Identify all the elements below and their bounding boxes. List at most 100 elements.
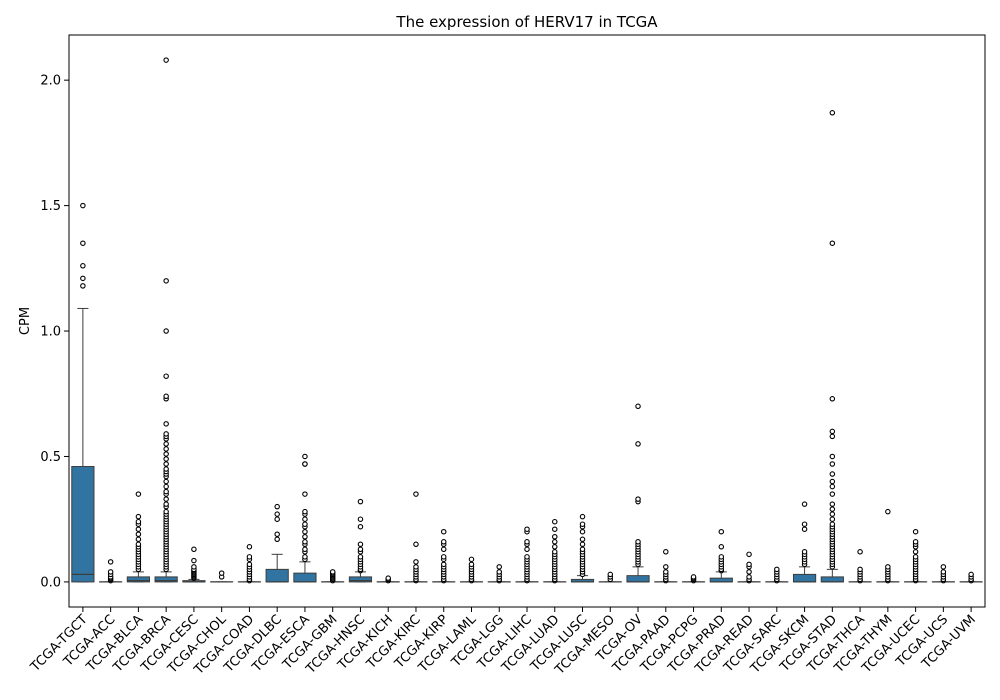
outlier-point	[524, 526, 530, 532]
outlier-point	[552, 549, 558, 555]
outlier-point	[357, 498, 364, 505]
outlier-point	[857, 549, 863, 555]
outlier-point	[191, 564, 197, 570]
outlier-point	[163, 508, 169, 515]
box-body	[154, 576, 178, 583]
outlier-point	[829, 491, 836, 497]
outlier-point	[552, 518, 558, 525]
box-tcga-ucec	[904, 528, 928, 584]
box-tcga-luad	[543, 518, 567, 584]
outlier-point	[413, 541, 419, 548]
outlier-point	[440, 539, 447, 545]
outlier-point	[774, 566, 780, 573]
outlier-point	[302, 528, 308, 535]
outlier-point	[468, 561, 475, 568]
outlier-point	[829, 453, 836, 460]
outlier-point	[274, 536, 280, 543]
outlier-point	[135, 513, 142, 520]
outlier-point	[940, 564, 947, 570]
outlier-point	[302, 521, 308, 527]
box-tcga-thym	[876, 508, 900, 584]
chart-title: The expression of HERV17 in TCGA	[395, 13, 658, 31]
outlier-point	[80, 283, 86, 289]
outlier-point	[385, 575, 391, 581]
outlier-point	[413, 491, 419, 497]
outlier-point	[690, 574, 697, 580]
outlier-point	[163, 483, 169, 490]
outlier-point	[246, 554, 253, 560]
outlier-point	[635, 441, 641, 447]
outlier-point	[746, 551, 752, 558]
outlier-point	[163, 328, 169, 334]
outlier-point	[829, 483, 836, 490]
outlier-point	[912, 554, 919, 560]
outlier-point	[829, 110, 836, 116]
outlier-point	[274, 511, 280, 517]
box-tcga-hnsc	[348, 498, 373, 583]
box-tcga-gbm	[321, 569, 345, 584]
outlier-point	[191, 557, 197, 564]
box-tcga-kich	[376, 575, 400, 584]
outlier-point	[440, 554, 447, 560]
outlier-point	[552, 526, 558, 532]
outlier-point	[413, 564, 419, 570]
y-tick-label: 0.0	[40, 575, 61, 590]
box-tcga-ucs	[931, 564, 955, 584]
outlier-point	[357, 523, 364, 530]
outlier-point	[163, 446, 169, 452]
outlier-point	[718, 544, 725, 550]
outlier-point	[801, 501, 808, 507]
outlier-point	[635, 496, 641, 502]
box-body	[293, 572, 317, 583]
outlier-point	[746, 574, 752, 580]
box-tcga-read	[737, 551, 761, 584]
outlier-point	[302, 508, 308, 515]
box-tcga-stad	[820, 110, 844, 583]
box-tcga-esca	[293, 453, 317, 583]
outlier-point	[163, 278, 169, 284]
outlier-point	[829, 478, 836, 485]
outlier-point	[912, 549, 919, 555]
box-body	[348, 576, 373, 583]
outlier-point	[524, 546, 530, 553]
outlier-point	[163, 466, 169, 472]
box-body	[265, 568, 289, 583]
outlier-point	[440, 561, 447, 568]
outlier-point	[163, 431, 169, 437]
outlier-point	[829, 471, 836, 477]
outlier-point	[912, 528, 919, 535]
outlier-point	[163, 478, 169, 485]
outlier-point	[163, 373, 169, 379]
outlier-point	[218, 570, 225, 576]
outlier-point	[718, 528, 725, 535]
outlier-point	[885, 564, 891, 570]
outlier-point	[80, 202, 86, 209]
outlier-point	[746, 561, 752, 568]
outlier-point	[552, 534, 558, 540]
outlier-point	[274, 516, 280, 522]
outlier-point	[857, 566, 863, 573]
outlier-point	[163, 441, 169, 447]
box-tcga-lgg	[487, 564, 511, 584]
outlier-point	[440, 546, 447, 553]
outlier-point	[635, 403, 641, 410]
outlier-point	[912, 539, 919, 545]
outlier-point	[302, 534, 308, 540]
outlier-point	[468, 556, 475, 563]
y-tick-label: 1.0	[40, 325, 61, 340]
outlier-point	[746, 569, 752, 575]
box-tcga-acc	[99, 559, 123, 584]
outlier-point	[829, 516, 836, 522]
box-tcga-lusc	[570, 513, 595, 583]
outlier-point	[80, 240, 86, 246]
outlier-point	[579, 536, 586, 543]
outlier-point	[940, 569, 947, 575]
outlier-point	[135, 536, 142, 543]
box-tcga-brca	[154, 57, 178, 583]
outlier-point	[80, 275, 86, 282]
outlier-point	[329, 569, 336, 575]
outlier-point	[829, 461, 836, 467]
box-tcga-kirc	[404, 491, 428, 584]
outlier-point	[552, 544, 558, 550]
outlier-point	[135, 541, 142, 548]
